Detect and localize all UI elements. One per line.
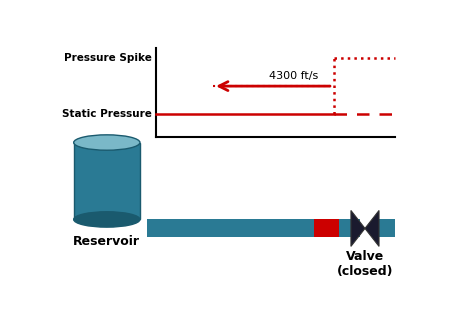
Text: Reservoir: Reservoir [73,235,140,248]
Polygon shape [365,210,379,246]
Ellipse shape [74,212,140,227]
Bar [147,219,360,237]
Ellipse shape [74,135,140,150]
Text: Valve
(closed): Valve (closed) [337,250,393,278]
Polygon shape [351,210,365,246]
Bar [74,143,140,219]
Text: Pressure Spike: Pressure Spike [64,53,152,63]
Text: 4300 ft/s: 4300 ft/s [269,71,319,81]
Bar [314,219,339,237]
Bar [374,219,395,237]
Text: Static Pressure: Static Pressure [62,109,152,119]
